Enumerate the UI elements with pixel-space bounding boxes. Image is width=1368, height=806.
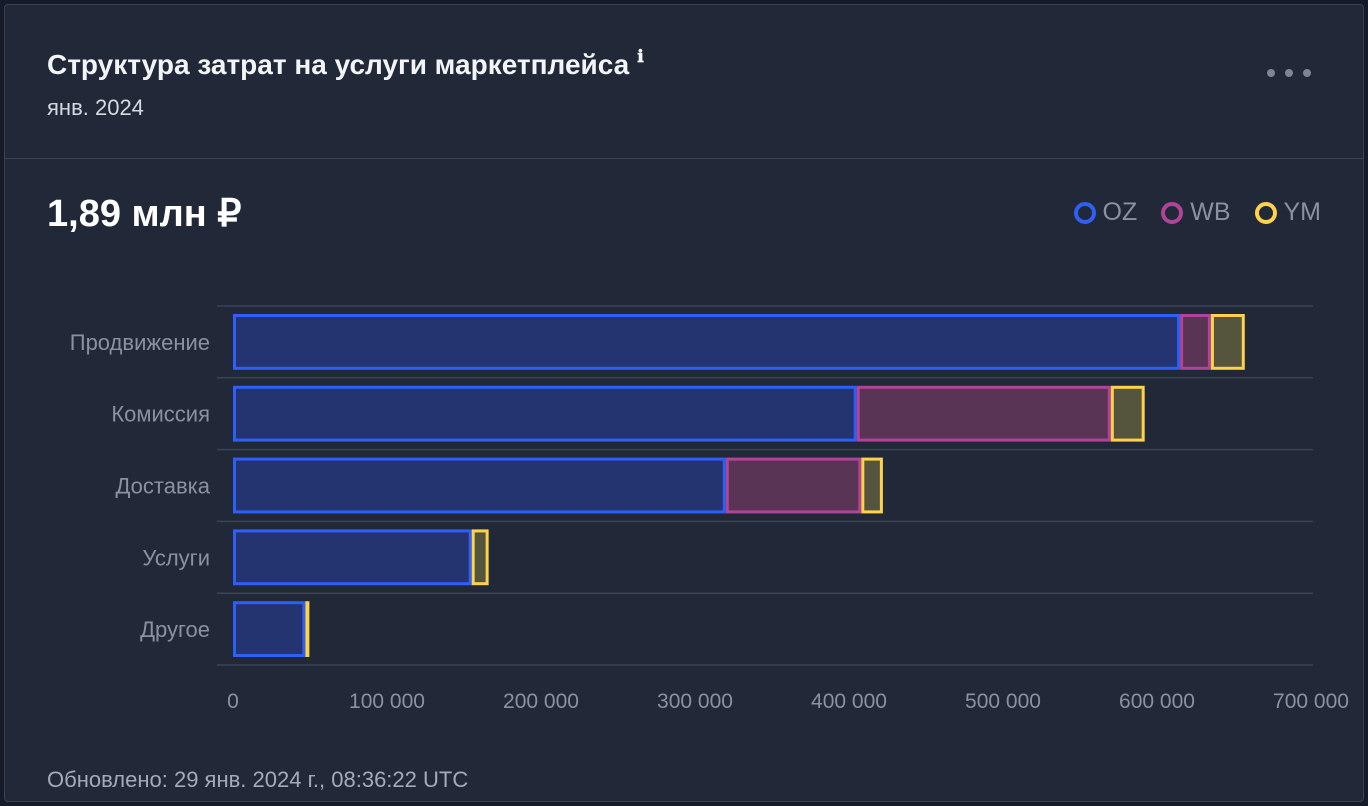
bar-ym (1210, 314, 1245, 370)
bar-wb (856, 385, 1111, 442)
x-tick-label: 0 (227, 690, 239, 713)
category-label: Другое (140, 617, 210, 642)
bar-ym (305, 601, 310, 658)
legend-item-wb[interactable]: WB (1161, 198, 1231, 227)
bar-oz (233, 457, 726, 514)
updated-timestamp: Обновлено: 29 янв. 2024 г., 08:36:22 UTC (47, 767, 469, 792)
x-tick-label: 700 000 (1273, 690, 1349, 713)
legend-label-oz: OZ (1102, 198, 1138, 226)
legend-swatch-ym (1254, 201, 1277, 224)
card-title-text: Структура затрат на услуги маркетплейса (47, 49, 630, 80)
x-tick-label: 200 000 (503, 690, 579, 713)
bar-oz (233, 385, 857, 442)
info-icon[interactable]: ℹ (637, 47, 644, 67)
x-tick-label: 100 000 (349, 690, 425, 713)
category-label: Комиссия (111, 402, 210, 427)
legend-label-ym: YM (1283, 198, 1322, 226)
bar-ym (1110, 385, 1145, 442)
legend-label-wb: WB (1190, 198, 1231, 226)
bar-wb (725, 457, 862, 514)
bar-ym (471, 529, 489, 586)
bar-oz (233, 529, 472, 586)
legend-item-ym[interactable]: YM (1254, 198, 1322, 227)
more-horizontal-icon[interactable] (1267, 63, 1311, 83)
x-tick-label: 500 000 (965, 690, 1041, 713)
legend-swatch-wb (1161, 201, 1184, 224)
x-tick-label: 600 000 (1119, 690, 1195, 713)
period-label: янв. 2024 (47, 95, 144, 120)
category-label: Доставка (116, 474, 211, 499)
category-label: Услуги (142, 545, 210, 570)
card-header: Структура затрат на услуги маркетплейса ℹ… (5, 5, 1363, 159)
x-tick-label: 400 000 (811, 690, 887, 713)
card-title: Структура затрат на услуги маркетплейса ℹ (47, 47, 644, 81)
bar-ym (861, 457, 883, 514)
legend-item-oz[interactable]: OZ (1073, 198, 1138, 227)
legend-swatch-oz (1073, 201, 1096, 224)
bar-oz (233, 314, 1181, 370)
total-value: 1,89 млн ₽ (47, 193, 242, 235)
category-label: Продвижение (70, 330, 210, 355)
bar-oz (233, 601, 306, 658)
x-tick-label: 300 000 (657, 690, 733, 713)
chart-legend: OZ WB YM (1073, 198, 1322, 227)
bar-wb (1180, 314, 1211, 370)
